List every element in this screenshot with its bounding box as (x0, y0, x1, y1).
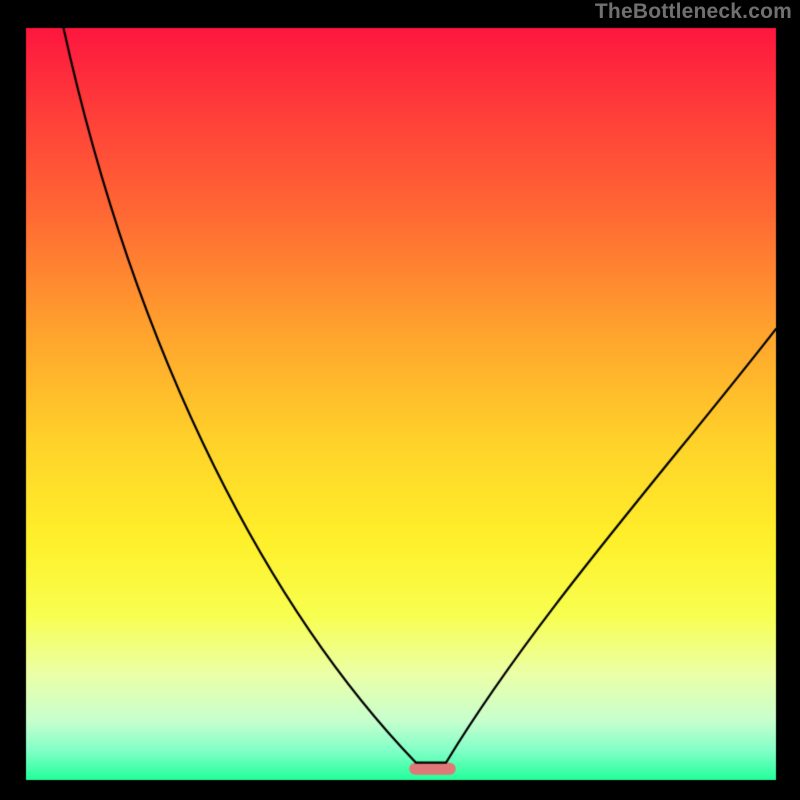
chart-stage: TheBottleneck.com (0, 0, 800, 800)
bottleneck-chart-canvas (0, 0, 800, 800)
watermark-text: TheBottleneck.com (595, 0, 792, 24)
